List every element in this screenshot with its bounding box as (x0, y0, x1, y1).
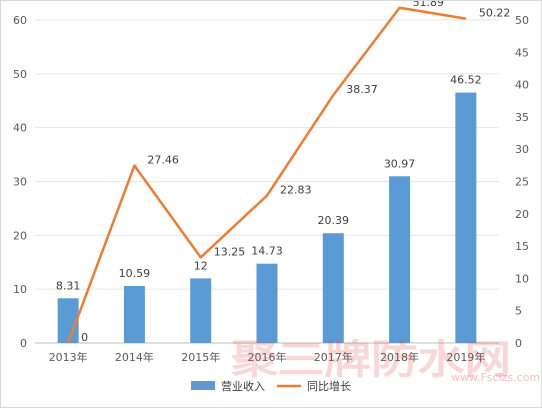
bar-series (57, 92, 477, 343)
x-category-label: 2015年 (181, 350, 220, 364)
bar-data-label: 20.39 (318, 214, 350, 227)
line-data-label: 13.25 (214, 245, 246, 258)
x-category-label: 2014年 (115, 350, 154, 364)
x-category-label: 2018年 (380, 350, 419, 364)
grid-layer (35, 19, 499, 344)
line-data-label: 50.22 (479, 7, 511, 20)
y-right-tick-label: 25 (515, 176, 529, 189)
y-right-tick-label: 40 (515, 79, 529, 92)
watermark: 聚三牌防水网 www.Fsclzs.com (230, 337, 540, 384)
bar-data-label: 30.97 (384, 157, 416, 170)
left-axis: 0 10 20 30 40 50 60 (13, 14, 27, 350)
right-axis: 0 5 10 15 20 25 30 35 40 45 50 (515, 14, 529, 350)
bar (389, 176, 411, 343)
x-category-label: 2013年 (49, 350, 88, 364)
line-data-label: 0 (81, 331, 88, 344)
y-right-tick-label: 10 (515, 272, 529, 285)
legend-label-line: 同比增长 (307, 379, 351, 393)
x-axis-categories: 2013年 2014年 2015年 2016年 2017年 2018年 2019年 (49, 350, 486, 364)
y-right-tick-label: 5 (515, 305, 522, 318)
x-category-label: 2017年 (314, 350, 353, 364)
bar (322, 233, 344, 343)
bar-data-label: 46.52 (450, 74, 482, 87)
y-right-tick-label: 30 (515, 143, 529, 156)
data-labels: 8.31 10.59 12 14.73 20.39 30.97 46.52 0 27.46 13.… (56, 1, 510, 344)
y-left-tick-label: 60 (13, 14, 27, 27)
y-left-tick-label: 40 (13, 122, 27, 135)
y-right-tick-label: 45 (515, 46, 529, 59)
legend: 营业收入 同比增长 (191, 379, 351, 393)
y-left-tick-label: 20 (13, 229, 27, 242)
y-left-tick-label: 30 (13, 176, 27, 189)
legend-swatch-bar (191, 381, 215, 390)
bar (256, 263, 278, 343)
y-right-tick-label: 35 (515, 111, 529, 124)
x-category-label: 2016年 (248, 350, 287, 364)
line-series (66, 6, 467, 344)
y-right-tick-label: 20 (515, 208, 529, 221)
line-data-label: 27.46 (147, 154, 179, 167)
bar-data-label: 8.31 (56, 279, 81, 292)
watermark-text: 聚三牌防水网 (230, 337, 511, 383)
x-category-label: 2019年 (446, 350, 485, 364)
bar (123, 285, 145, 343)
y-left-tick-label: 0 (20, 337, 27, 350)
y-right-tick-label: 15 (515, 240, 529, 253)
bar-data-label: 14.73 (251, 245, 283, 258)
bar-data-label: 12 (194, 259, 208, 272)
bar (190, 278, 212, 343)
bar-data-label: 10.59 (119, 267, 151, 280)
y-right-tick-label: 0 (515, 337, 522, 350)
legend-label-bar: 营业收入 (221, 379, 265, 393)
line-data-label: 38.37 (346, 83, 378, 96)
y-left-tick-label: 10 (13, 283, 27, 296)
y-left-tick-label: 50 (13, 68, 27, 81)
watermark-url: www.Fsclzs.com (451, 371, 540, 384)
bar (455, 92, 477, 343)
y-right-tick-label: 50 (515, 14, 529, 27)
line-data-label: 51.89 (413, 1, 445, 9)
line-data-label: 22.83 (280, 184, 312, 197)
